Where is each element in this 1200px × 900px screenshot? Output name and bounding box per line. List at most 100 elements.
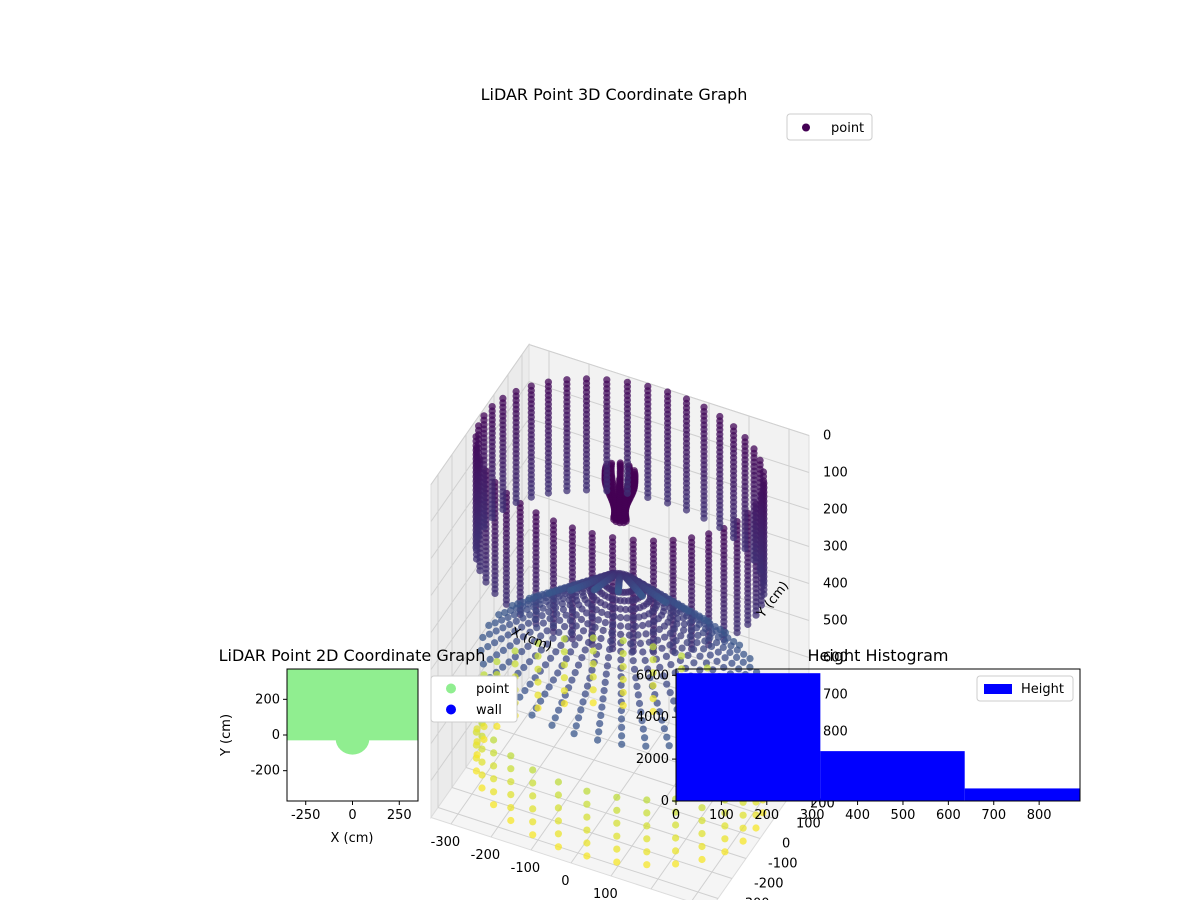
legend-point-label: point [476, 682, 509, 697]
scatter-3d-point [529, 766, 537, 774]
scatter-3d-point [706, 651, 714, 659]
scatter-3d-point [545, 683, 553, 691]
y-tick-label: -300 [740, 897, 770, 900]
scatter-3d-point [589, 634, 597, 642]
scatter-3d-point [617, 681, 625, 689]
scatter-3d-point [583, 826, 591, 834]
x-tick-label: 0 [561, 874, 569, 889]
scatter-3d-point [680, 620, 689, 628]
grid-y-floor [479, 747, 761, 839]
scatter-3d-point [698, 830, 706, 838]
scatter-3d-point [686, 632, 694, 641]
scatter-3d-point [673, 620, 681, 628]
scatter-3d-point [493, 658, 501, 666]
scatter-3d-point [512, 617, 520, 625]
scatter-3d-point [720, 663, 728, 672]
scatter-3d-point [507, 765, 515, 773]
scatter-3d-point [636, 639, 645, 648]
y-tick-label: -200 [754, 877, 784, 892]
scatter-3d-point [696, 666, 704, 674]
scatter-3d-point [574, 661, 583, 669]
scatter-3d-point [604, 611, 612, 619]
scatter-3d-point [667, 661, 675, 669]
scatter-3d-point [490, 801, 498, 809]
scatter-3d-point [507, 778, 515, 786]
scatter-3d-point [649, 643, 657, 651]
scatter-3d-point [707, 642, 716, 651]
scatter-3d-point [583, 852, 591, 860]
scatter-3d-point [705, 530, 713, 538]
scatter-3d-point [578, 654, 586, 662]
scatter-3d-point [560, 674, 569, 682]
scatter-3d-point [583, 787, 591, 795]
scatter-3d-point [616, 605, 625, 613]
x-tick-label: 250 [387, 808, 412, 823]
scatter-3d-point [490, 775, 498, 783]
scatter-3d-point [511, 627, 519, 635]
scatter-3d-point [595, 728, 603, 736]
scatter-3d-point [549, 634, 557, 642]
z-tick-label: 0 [823, 429, 831, 444]
scatter-3d-point [739, 811, 747, 819]
scatter-3d-point [613, 858, 621, 866]
x-tick-label: -200 [471, 848, 501, 863]
scatter-3d-point [560, 661, 569, 669]
scatter-3d-point [572, 622, 580, 630]
scatter-3d-point [588, 530, 596, 538]
scatter-3d-point [589, 699, 597, 707]
scatter-3d-point [614, 588, 622, 596]
scatter-3d-point [671, 649, 679, 657]
scatter-3d-point [472, 767, 480, 775]
scatter-3d-point [599, 626, 607, 635]
scatter-3d-point [497, 635, 505, 643]
scatter-3d-point [629, 614, 637, 622]
scatter-3d-point [603, 662, 612, 670]
scatter-3d-point [641, 656, 649, 665]
scatter-3d-point [529, 818, 537, 826]
scatter-3d-point [609, 534, 617, 542]
scatter-3d-point [721, 629, 730, 637]
scatter-3d-point [507, 752, 515, 760]
scatter-3d-point [590, 586, 598, 594]
y-tick-label: 2000 [636, 752, 669, 767]
scatter-3d-point [687, 626, 695, 634]
scatter-3d-point [669, 536, 677, 544]
scatter-3d-point [682, 395, 691, 403]
scatter-3d-point [537, 646, 545, 654]
y-tick-label: 0 [661, 794, 669, 809]
scatter-3d-point [730, 423, 738, 431]
scatter-3d-point [645, 620, 653, 628]
scatter-3d-point [613, 832, 621, 840]
scatter-3d-point [567, 648, 575, 656]
scatter-3d-point [579, 698, 587, 706]
scatter-3d-point [477, 646, 485, 655]
scatter-3d-point [622, 605, 630, 614]
scatter-3d-point [577, 615, 586, 624]
scatter-3d-point [507, 816, 515, 825]
scatter-3d-point [698, 804, 706, 812]
scatter-3d-point [658, 716, 666, 724]
2d-ticks: -250 0 250 -200 0 200 [250, 692, 411, 823]
legend-point-label: point [831, 121, 864, 136]
scatter-3d-point [562, 611, 570, 619]
scatter-3d-point [571, 641, 579, 649]
scatter-3d-point [508, 602, 516, 610]
scatter-3d-point [532, 509, 540, 517]
scatter-3d-point [684, 607, 692, 615]
scatter-3d-point [709, 666, 717, 674]
scatter-3d-point [641, 734, 649, 742]
scatter-3d-point [524, 619, 533, 627]
scatter-3d-point [575, 634, 583, 642]
scatter-3d-point [643, 809, 651, 817]
scatter-3d-point [660, 725, 669, 733]
scatter-3d-point [616, 459, 624, 467]
scatter-3d-point [572, 722, 580, 730]
scatter-3d-point [721, 848, 729, 856]
2d-point-region [287, 669, 418, 755]
scatter-3d-point [568, 676, 576, 684]
scatter-3d-point [623, 614, 631, 622]
scatter-3d-point [490, 736, 498, 744]
scatter-3d-point [473, 751, 481, 759]
scatter-3d-point [746, 655, 754, 663]
scatter-3d-point [491, 619, 499, 627]
